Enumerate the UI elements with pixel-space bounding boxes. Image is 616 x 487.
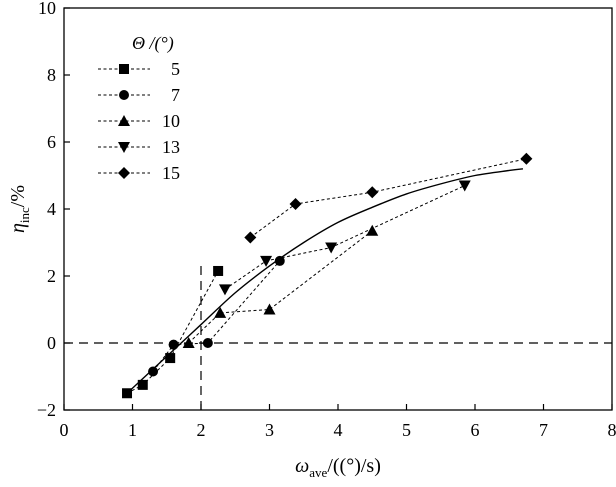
legend-entry: 5 xyxy=(98,59,180,79)
y-axis-unit: /% xyxy=(7,185,29,207)
data-point xyxy=(214,306,227,318)
data-point xyxy=(137,379,148,390)
legend-label: 13 xyxy=(162,137,180,157)
y-axis-subscript: inc xyxy=(17,207,32,223)
legend-marker xyxy=(118,167,130,179)
data-point xyxy=(213,265,224,276)
legend-label: 7 xyxy=(171,85,180,105)
legend-entry: 7 xyxy=(98,85,180,105)
x-tick-label: 3 xyxy=(265,420,274,440)
plot-frame xyxy=(63,7,613,411)
x-tick-label: 5 xyxy=(402,420,411,440)
data-point xyxy=(289,197,302,210)
legend-entry: 10 xyxy=(98,111,180,131)
x-axis-title: ωave/((°)/s) xyxy=(295,455,381,480)
x-tick-label: 4 xyxy=(334,420,343,440)
data-point xyxy=(325,242,338,254)
series-line xyxy=(126,270,219,394)
data-point xyxy=(202,338,213,348)
data-point xyxy=(122,388,133,399)
data-point xyxy=(218,284,231,296)
y-axis-symbol: η xyxy=(7,223,29,233)
data-point xyxy=(148,366,159,377)
data-point xyxy=(366,186,379,199)
x-tick-label: 8 xyxy=(608,420,616,440)
series-theta-15 xyxy=(244,152,533,244)
y-tick-label: −2 xyxy=(37,400,56,420)
legend-marker xyxy=(119,64,129,74)
fit-curve xyxy=(126,168,524,394)
series-line xyxy=(188,230,373,344)
reference-lines xyxy=(64,262,612,410)
legend-entry: 15 xyxy=(98,163,180,183)
legend-label: 5 xyxy=(171,59,180,79)
x-tick-label: 6 xyxy=(471,420,480,440)
y-tick-label: 0 xyxy=(47,333,56,353)
series-theta-10 xyxy=(182,224,379,348)
x-axis-symbol: ω xyxy=(295,455,309,477)
legend-marker xyxy=(119,90,129,100)
data-point xyxy=(366,224,379,236)
data-point xyxy=(182,337,195,348)
x-tick-label: 1 xyxy=(128,420,137,440)
legend-entry: 13 xyxy=(98,137,180,157)
legend-label: 15 xyxy=(162,163,180,183)
y-tick-label: 10 xyxy=(38,0,56,18)
legend-title: Θ /(°) xyxy=(132,33,174,54)
legend-marker xyxy=(118,115,130,126)
legend-label: 10 xyxy=(162,111,180,131)
y-tick-label: 8 xyxy=(47,65,56,85)
data-point xyxy=(260,255,273,267)
y-tick-label: 4 xyxy=(47,199,56,219)
x-tick-label: 0 xyxy=(60,420,69,440)
y-tick-label: 2 xyxy=(47,266,56,286)
x-tick-label: 7 xyxy=(539,420,548,440)
data-point xyxy=(458,180,471,192)
series-line xyxy=(224,185,465,290)
x-axis-subscript: ave xyxy=(309,465,327,480)
series-theta-5 xyxy=(122,265,224,399)
data-point xyxy=(520,152,533,165)
legend: 5 7 10 13 15 xyxy=(98,59,180,183)
series-theta-13 xyxy=(218,180,471,296)
data-point xyxy=(244,231,257,244)
legend-marker xyxy=(118,142,130,153)
data-point xyxy=(165,353,176,364)
data-point xyxy=(263,303,276,315)
series-line xyxy=(250,158,527,238)
y-tick-label: 6 xyxy=(47,132,56,152)
x-tick-label: 2 xyxy=(197,420,206,440)
y-axis-title: ηinc/% xyxy=(7,185,32,233)
x-axis-unit: /((°)/s) xyxy=(327,455,381,477)
fit-curve-group xyxy=(126,168,524,394)
data-point xyxy=(168,339,179,350)
series-group xyxy=(122,152,533,399)
